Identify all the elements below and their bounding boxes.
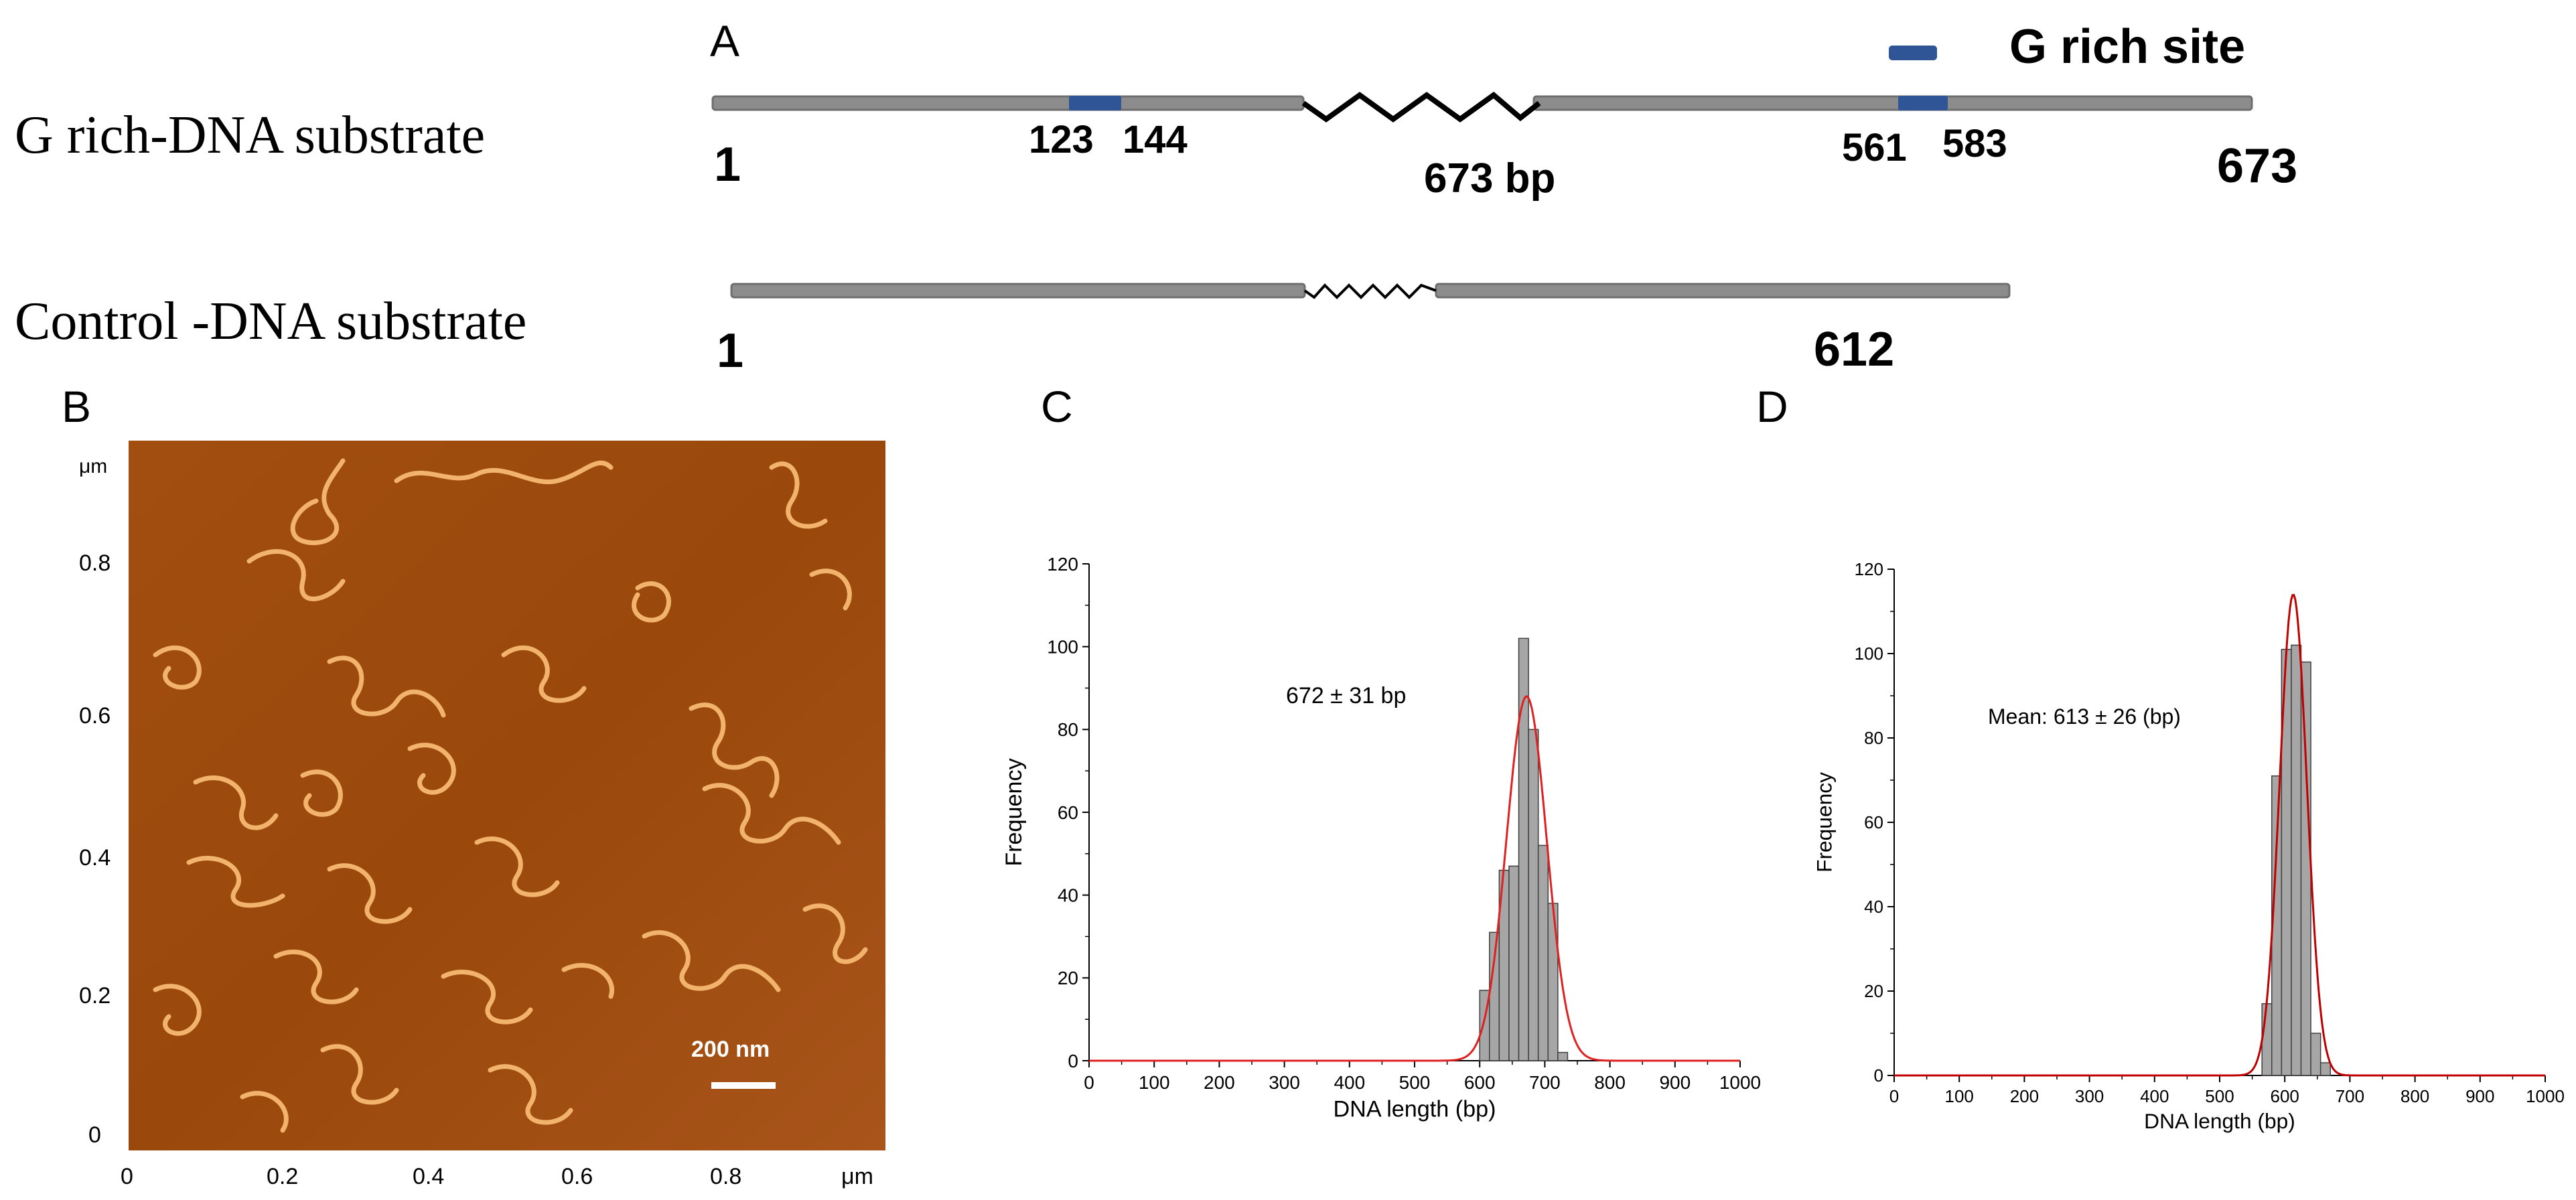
- x-tick-label: 200: [1204, 1072, 1235, 1093]
- afm-x-tick: 0.2: [267, 1164, 299, 1189]
- y-axis-label: Frequency: [1812, 772, 1836, 873]
- histogram-bar: [1547, 903, 1559, 1061]
- x-tick-label: 300: [2075, 1086, 2104, 1106]
- x-tick-label: 0: [1084, 1072, 1094, 1093]
- y-tick-label: 60: [1058, 802, 1078, 823]
- x-tick-label: 1000: [2526, 1086, 2565, 1106]
- g-strand-left: [711, 95, 1305, 111]
- afm-image: [129, 441, 885, 1150]
- x-tick-label: 500: [1399, 1072, 1431, 1093]
- afm-y-tick: 0.4: [79, 845, 111, 871]
- histogram-bar: [2261, 1003, 2273, 1076]
- y-tick-label: 0: [1068, 1051, 1078, 1071]
- gaussian-fit-line: [1894, 594, 2545, 1077]
- g-start-label: 1: [714, 138, 741, 192]
- c-strand-left: [730, 283, 1306, 299]
- g-site2-start-label: 561: [1842, 126, 1907, 169]
- g-rich-substrate-label: G rich-DNA substrate: [15, 106, 486, 165]
- x-tick-label: 400: [2140, 1086, 2169, 1106]
- histogram-bar: [1557, 1051, 1569, 1061]
- legend-site-label: G rich site: [2009, 20, 2246, 74]
- y-axis-label: Frequency: [1001, 757, 1027, 866]
- y-tick-label: 80: [1058, 719, 1078, 740]
- y-tick-label: 120: [1855, 559, 1883, 579]
- afm-y-tick: 0.8: [79, 550, 111, 576]
- panel-letter-b: B: [62, 382, 92, 431]
- x-tick-label: 300: [1269, 1072, 1300, 1093]
- g-length-label: 673 bp: [1424, 155, 1556, 202]
- g-strand-break: [1301, 91, 1541, 123]
- g-site1-end-label: 144: [1123, 118, 1188, 161]
- x-tick-label: 1000: [1719, 1072, 1761, 1093]
- g-site-1: [1069, 96, 1121, 110]
- y-tick-label: 80: [1864, 728, 1883, 748]
- chart-d-annotation: Mean: 613 ± 26 (bp): [1988, 704, 2181, 729]
- g-site2-end-label: 583: [1942, 122, 2007, 165]
- c-end-label: 612: [1814, 323, 1895, 376]
- histogram-bar: [2291, 644, 2302, 1076]
- afm-x-tick: 0.4: [413, 1164, 445, 1189]
- g-site-2: [1898, 96, 1948, 110]
- y-tick-label: 120: [1047, 554, 1078, 575]
- x-tick-label: 500: [2205, 1086, 2234, 1106]
- x-axis-label: DNA length (bp): [2144, 1109, 2295, 1133]
- histogram-bar: [1528, 729, 1539, 1061]
- g-strand-right: [1532, 95, 2253, 111]
- x-axis-label: DNA length (bp): [1333, 1097, 1496, 1122]
- panel-letter-c: C: [1041, 382, 1073, 431]
- histogram-bar: [1508, 865, 1520, 1061]
- dna-molecules: [153, 458, 868, 1133]
- afm-x-tick: 0: [121, 1164, 133, 1189]
- histogram-bar: [1537, 844, 1549, 1061]
- x-tick-label: 600: [1464, 1072, 1496, 1093]
- x-tick-label: 900: [2465, 1086, 2494, 1106]
- y-tick-label: 60: [1864, 812, 1883, 832]
- c-start-label: 1: [717, 324, 744, 378]
- legend-site-swatch: [1889, 46, 1937, 60]
- x-tick-label: 400: [1334, 1072, 1365, 1093]
- y-tick-label: 0: [1874, 1065, 1883, 1085]
- control-substrate-label: Control -DNA substrate: [15, 292, 527, 351]
- x-tick-label: 100: [1945, 1086, 1974, 1106]
- g-end-label: 673: [2217, 139, 2298, 193]
- x-tick-label: 0: [1889, 1086, 1899, 1106]
- histogram-bar: [2310, 1033, 2321, 1076]
- y-tick-label: 20: [1864, 981, 1883, 1001]
- x-tick-label: 800: [2401, 1086, 2429, 1106]
- afm-x-unit: μm: [841, 1164, 873, 1189]
- histogram-bar: [2300, 661, 2311, 1076]
- afm-y-tick: 0.2: [79, 983, 111, 1008]
- histogram-c: 0 20 40 60 80 100 120 0 100 200 300 400 500 600 700 800…: [1001, 554, 1761, 1122]
- x-tick-label: 600: [2271, 1086, 2299, 1106]
- gaussian-fit-line: [1089, 695, 1740, 1062]
- panel-letter-a: A: [710, 16, 740, 66]
- afm-y-tick: 0.6: [79, 703, 111, 729]
- scalebar: [711, 1082, 776, 1089]
- c-strand-break: [1303, 283, 1437, 299]
- y-tick-label: 100: [1047, 636, 1078, 657]
- x-tick-label: 100: [1139, 1072, 1170, 1093]
- x-tick-label: 800: [1594, 1072, 1626, 1093]
- x-tick-label: 900: [1659, 1072, 1691, 1093]
- g-site1-start-label: 123: [1029, 118, 1094, 161]
- chart-c-annotation: 672 ± 31 bp: [1286, 683, 1407, 708]
- y-tick-label: 100: [1855, 644, 1883, 664]
- y-tick-label: 40: [1058, 885, 1078, 905]
- histogram-d: 0 20 40 60 80 100 120 0 100 200 300 400 500 600 700 800…: [1812, 559, 2565, 1133]
- y-tick-label: 20: [1058, 968, 1078, 988]
- substrate-diagram: [711, 46, 2253, 299]
- histogram-bar: [2319, 1062, 2331, 1076]
- scalebar-label: 200 nm: [691, 1037, 770, 1062]
- afm-y-unit: μm: [79, 455, 108, 477]
- c-strand-right: [1435, 283, 2011, 299]
- afm-x-tick: 0.8: [710, 1164, 742, 1189]
- x-tick-label: 700: [2336, 1086, 2364, 1106]
- panel-letter-d: D: [1756, 382, 1788, 431]
- afm-x-tick: 0.6: [561, 1164, 593, 1189]
- afm-y-tick: 0: [88, 1122, 101, 1148]
- x-tick-label: 200: [2010, 1086, 2039, 1106]
- x-tick-label: 700: [1529, 1072, 1561, 1093]
- y-tick-label: 40: [1864, 897, 1883, 917]
